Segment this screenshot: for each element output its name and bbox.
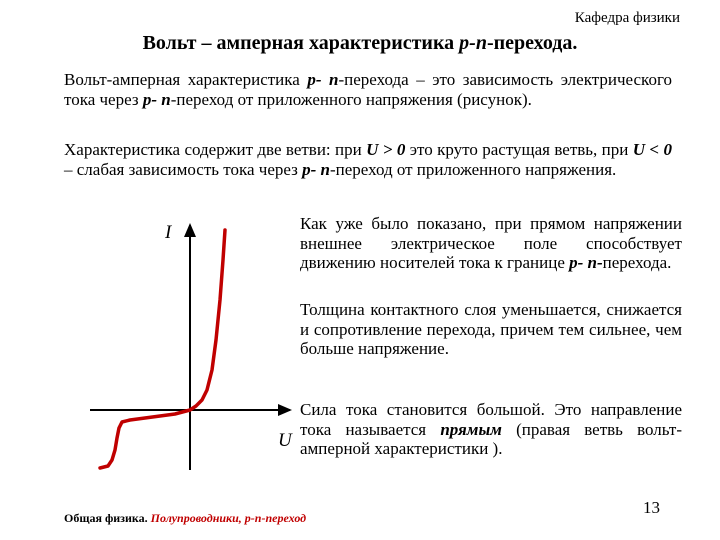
title-em: р-n (459, 32, 487, 54)
right-paragraph-2: Толщина контактного слоя уменьшается, сн… (300, 300, 682, 359)
p2-f: p- n (302, 160, 330, 179)
r1-b: p- n- (569, 253, 603, 272)
paragraph-1: Вольт-амперная характеристика p- n-перех… (64, 70, 672, 109)
department-label: Кафедра физики (575, 10, 680, 27)
r3-b: прямым (440, 420, 502, 439)
p2-d: U < 0 (633, 140, 672, 159)
footer-red: Полупроводники, p-n-переход (151, 511, 306, 525)
axis-label-voltage: U (278, 430, 292, 452)
right-paragraph-1: Как уже было показано, при прямом напряж… (300, 214, 682, 273)
p2-a: Характеристика содержит две ветви: при (64, 140, 366, 159)
r1-c: перехода. (603, 253, 672, 272)
page-number: 13 (643, 498, 660, 518)
title-post: -перехода. (487, 32, 577, 54)
title-pre: Вольт – амперная характеристика (143, 32, 460, 54)
p2-b: U > 0 (366, 140, 405, 159)
p1-d: p- n (143, 90, 171, 109)
paragraph-2: Характеристика содержит две ветви: при U… (64, 140, 672, 179)
p1-e: -переход от приложенного напряжения (рис… (171, 90, 532, 109)
footer: Общая физика. Полупроводники, p-n-перехо… (64, 511, 306, 526)
p2-g: -переход от приложенного напряжения. (330, 160, 616, 179)
p2-e: – слабая зависимость тока через (64, 160, 302, 179)
chart-svg (60, 210, 300, 490)
p1-a: Вольт-амперная характеристика (64, 70, 307, 89)
iv-curve-chart: I U (60, 210, 300, 490)
right-paragraph-3: Сила тока становится большой. Это направ… (300, 400, 682, 459)
p1-b: p- n (307, 70, 338, 89)
axis-label-current: I (165, 222, 171, 244)
slide-title: Вольт – амперная характеристика р-n-пере… (90, 32, 630, 55)
p2-c: это круто растущая ветвь, при (405, 140, 632, 159)
footer-black: Общая физика. (64, 511, 151, 525)
